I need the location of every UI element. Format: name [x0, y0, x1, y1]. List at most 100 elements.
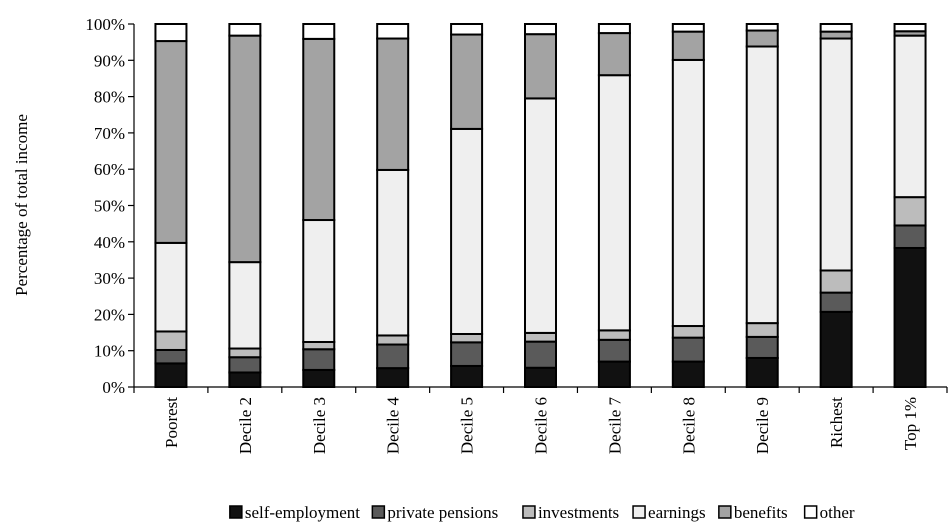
x-category-label: Decile 6 — [532, 397, 551, 454]
x-category-label: Decile 2 — [236, 397, 255, 454]
bar-segment-private-pensions — [819, 291, 853, 313]
bar-segment-other — [893, 23, 927, 33]
bars-group — [154, 23, 927, 389]
bar-segment-other — [671, 23, 705, 33]
bar-segment-investments — [671, 325, 705, 339]
legend-label-benefits: benefits — [734, 503, 788, 522]
bar-segment-benefits — [671, 30, 705, 61]
bar-segment-other — [376, 23, 410, 40]
bar-segment-other — [450, 23, 484, 36]
y-tick-label: 70% — [94, 124, 125, 143]
bar-segment-self-employment — [228, 371, 262, 389]
bar-segment-private-pensions — [376, 343, 410, 370]
y-tick-label: 80% — [94, 88, 125, 107]
bar-segment-private-pensions — [597, 338, 631, 363]
x-category-label: Top 1% — [901, 397, 920, 450]
bar-segment-private-pensions — [893, 224, 927, 249]
legend-label-investments: investments — [538, 503, 619, 522]
y-tick-label: 20% — [94, 305, 125, 324]
bar-segment-earnings — [154, 241, 188, 333]
bar-segment-private-pensions — [228, 356, 262, 374]
legend-label-other: other — [820, 503, 855, 522]
y-tick-label: 30% — [94, 269, 125, 288]
bar-segment-self-employment — [376, 367, 410, 388]
bar-segment-earnings — [450, 127, 484, 335]
bar-segment-self-employment — [154, 362, 188, 388]
bar-segment-self-employment — [450, 364, 484, 389]
bar-segment-benefits — [302, 37, 336, 222]
bar-segment-benefits — [228, 34, 262, 264]
legend-label-self-employment: self-employment — [245, 503, 360, 522]
legend-label-private-pensions: private pensions — [387, 503, 498, 522]
bar-segment-benefits — [745, 29, 779, 48]
bar-segment-earnings — [671, 58, 705, 328]
y-tick-label: 100% — [85, 15, 125, 34]
bar-segment-other — [819, 23, 853, 33]
bar-segment-benefits — [450, 33, 484, 130]
bar-segment-benefits — [524, 33, 557, 100]
x-category-label: Decile 8 — [679, 397, 698, 454]
y-tick-label: 50% — [94, 197, 125, 216]
bar-segment-benefits — [597, 32, 631, 77]
bar-segment-investments — [819, 269, 853, 294]
bar-segment-investments — [893, 196, 927, 227]
bar-segment-self-employment — [893, 246, 927, 388]
bar-segment-investments — [302, 340, 336, 351]
bar-segment-other — [524, 23, 557, 36]
bar-segment-self-employment — [671, 360, 705, 388]
x-category-label: Poorest — [162, 397, 181, 448]
bar-segment-earnings — [524, 97, 557, 334]
bar-segment-earnings — [597, 74, 631, 332]
legend-swatch-benefits — [718, 505, 732, 519]
bar-segment-private-pensions — [154, 348, 188, 365]
bar-segment-self-employment — [745, 356, 779, 388]
legend-swatch-other — [803, 505, 818, 519]
legend: self-employment private pensions investmen… — [229, 503, 855, 522]
bar-segment-earnings — [302, 219, 336, 343]
bar-segment-other — [302, 23, 336, 40]
bar-segment-earnings — [228, 261, 262, 350]
bar-segment-investments — [597, 329, 631, 341]
bar-segment-self-employment — [524, 366, 557, 389]
bar-segment-other — [154, 23, 188, 43]
legend-swatch-investments — [522, 505, 536, 519]
x-category-label: Decile 7 — [605, 397, 624, 455]
bar-segment-investments — [154, 330, 188, 351]
y-axis-title: Percentage of total income — [12, 114, 31, 296]
bar-segment-other — [597, 23, 631, 35]
bar-segment-benefits — [376, 37, 410, 171]
y-tick-label: 40% — [94, 233, 125, 252]
x-category-label: Decile 3 — [310, 397, 329, 454]
bar-segment-earnings — [745, 45, 779, 325]
bar-segment-investments — [450, 333, 484, 344]
y-tick-label: 10% — [94, 342, 125, 361]
bar-segment-investments — [524, 331, 557, 343]
bar-segment-benefits — [154, 40, 188, 244]
legend-swatch-earnings — [632, 505, 646, 519]
y-tick-label: 0% — [102, 378, 125, 397]
x-category-label: Richest — [827, 397, 846, 448]
bar-segment-private-pensions — [524, 340, 557, 369]
bar-segment-private-pensions — [745, 335, 779, 359]
y-tick-label: 90% — [94, 51, 125, 70]
bar-segment-earnings — [893, 34, 927, 199]
legend-swatch-private-pensions — [371, 505, 386, 519]
bar-segment-other — [228, 23, 262, 37]
bar-segment-investments — [745, 322, 779, 338]
bar-segment-private-pensions — [302, 348, 336, 371]
bar-segment-investments — [228, 347, 262, 359]
x-category-label: Decile 4 — [384, 397, 403, 455]
bar-segment-self-employment — [302, 368, 336, 389]
bar-segment-self-employment — [819, 310, 853, 388]
x-category-label: Decile 9 — [753, 397, 772, 454]
y-tick-label: 60% — [94, 160, 125, 179]
bar-segment-self-employment — [597, 360, 631, 388]
legend-swatch-self-employment — [229, 505, 243, 519]
bar-segment-investments — [376, 334, 410, 346]
bar-segment-earnings — [819, 37, 853, 272]
x-category-label: Decile 5 — [458, 397, 477, 454]
bar-segment-private-pensions — [450, 341, 484, 367]
bar-segment-benefits — [819, 30, 853, 40]
